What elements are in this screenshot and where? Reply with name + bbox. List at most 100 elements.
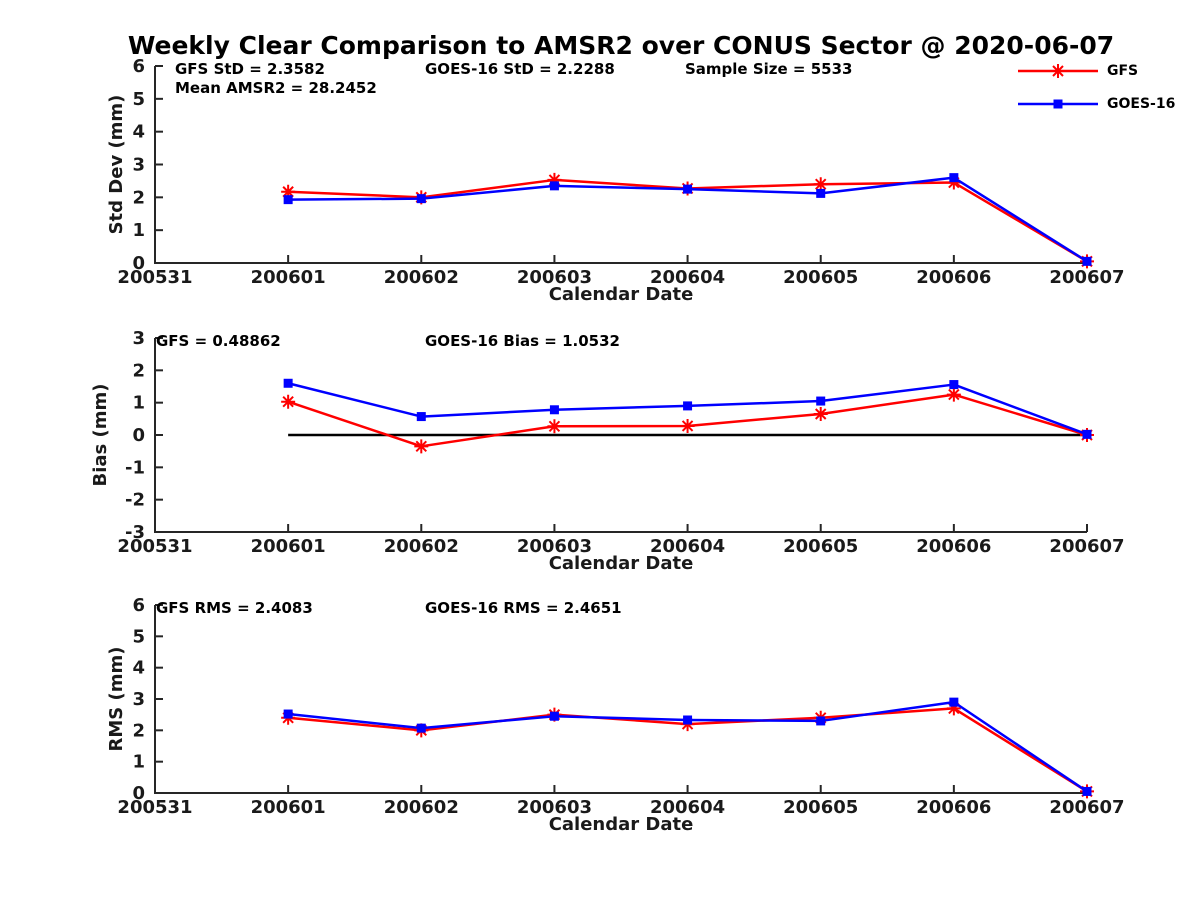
data-point-square-icon: [283, 709, 293, 719]
legend-entry-goes16: GOES-16: [1016, 94, 1175, 114]
data-point-asterisk-icon: [946, 175, 961, 190]
x-tick-label: 200607: [1049, 267, 1124, 288]
data-point-asterisk-icon: [946, 387, 961, 402]
x-tick-label: 200531: [117, 797, 192, 818]
x-tick-label: 200607: [1049, 797, 1124, 818]
x-axis-label: Calendar Date: [549, 553, 694, 574]
stat-annotation: Mean AMSR2 = 28.2452: [175, 79, 377, 97]
stat-annotation: GFS StD = 2.3582: [175, 60, 325, 78]
legend-entry-gfs: GFS: [1016, 61, 1175, 81]
x-tick-label: 200531: [117, 536, 192, 557]
data-point-square-icon: [549, 405, 559, 415]
stat-annotation: GOES-16 RMS = 2.4651: [425, 599, 622, 617]
axes-frame: [154, 605, 1087, 794]
y-tick-label: 3: [132, 689, 145, 710]
subplot-rms: 0 1 2 3 4 5 6 200531 200601 200602 200603 200604 200…: [106, 595, 1125, 835]
goes16-line-square-icon: [1018, 99, 1098, 109]
y-tick-label: 5: [132, 89, 145, 110]
data-point-square-icon: [549, 181, 559, 191]
x-tick-label: 200605: [783, 797, 858, 818]
subplot-std-dev: 0 1 2 3 4 5 6 200531 200601 200602 200603 200604 200…: [106, 56, 1125, 305]
data-point-square-icon: [416, 723, 426, 733]
x-tick-label: 200606: [916, 797, 991, 818]
y-tick-label: 1: [132, 393, 145, 414]
y-tick-label: 0: [132, 783, 145, 804]
data-point-square-icon: [549, 711, 559, 721]
x-tick-label: 200601: [251, 797, 326, 818]
data-point-square-icon: [949, 697, 959, 707]
y-tick-label: 2: [132, 187, 145, 208]
y-tick-label: 6: [132, 595, 145, 616]
x-axis-label: Calendar Date: [549, 284, 694, 305]
x-tick-label: 200605: [783, 267, 858, 288]
data-point-square-icon: [816, 188, 826, 198]
data-point-square-icon: [1082, 256, 1092, 266]
x-tick-label: 200603: [517, 267, 592, 288]
data-point-asterisk-icon: [680, 418, 695, 433]
y-axis-label: Std Dev (mm): [106, 95, 127, 235]
y-axis-label: Bias (mm): [90, 384, 111, 487]
y-tick-label: 6: [132, 56, 145, 77]
stat-annotation: GFS RMS = 2.4083: [156, 599, 313, 617]
x-tick-label: 200531: [117, 267, 192, 288]
data-point-square-icon: [949, 173, 959, 183]
y-tick-label: 2: [132, 720, 145, 741]
y-tick-label: 0: [132, 253, 145, 274]
data-point-asterisk-icon: [946, 701, 961, 716]
y-tick-label: 1: [132, 220, 145, 241]
y-tick-label: 4: [132, 658, 145, 679]
y-tick-label: 3: [132, 155, 145, 176]
data-point-square-icon: [1082, 429, 1092, 439]
chart-title: Weekly Clear Comparison to AMSR2 over CO…: [127, 31, 1115, 60]
data-point-square-icon: [416, 194, 426, 204]
stat-annotation: Sample Size = 5533: [685, 60, 852, 78]
data-point-asterisk-icon: [281, 394, 296, 409]
data-point-square-icon: [949, 380, 959, 390]
asterisk-marker-icon: [1051, 64, 1065, 78]
x-tick-label: 200604: [650, 536, 725, 557]
x-tick-label: 200603: [517, 797, 592, 818]
y-axis-label: RMS (mm): [106, 647, 127, 752]
legend-label-goes16: GOES-16: [1107, 96, 1176, 112]
x-tick-label: 200604: [650, 267, 725, 288]
x-tick-label: 200606: [916, 536, 991, 557]
y-tick-label: -3: [125, 522, 145, 543]
x-tick-label: 200606: [916, 267, 991, 288]
data-point-asterisk-icon: [547, 172, 562, 187]
data-point-asterisk-icon: [813, 177, 828, 192]
y-tick-label: 5: [132, 626, 145, 647]
data-point-asterisk-icon: [414, 439, 429, 454]
stat-annotation: GOES-16 Bias = 1.0532: [425, 332, 620, 350]
data-point-square-icon: [683, 184, 693, 194]
x-tick-label: 200602: [384, 267, 459, 288]
y-tick-label: 1: [132, 752, 145, 773]
y-tick-label: 0: [132, 425, 145, 446]
data-point-square-icon: [816, 716, 826, 726]
x-tick-label: 200607: [1049, 536, 1124, 557]
legend: GFS GOES-16: [1016, 61, 1175, 127]
subplot-bias: -3 -2 -1 0 1 2 3 200531 200601 200602 200603 200604…: [90, 328, 1125, 574]
legend-label-gfs: GFS: [1107, 63, 1139, 79]
x-tick-label: 200604: [650, 797, 725, 818]
x-tick-label: 200601: [251, 267, 326, 288]
y-tick-label: -1: [125, 457, 145, 478]
data-point-square-icon: [283, 378, 293, 388]
stat-annotation: GFS = 0.48862: [156, 332, 281, 350]
data-point-square-icon: [416, 412, 426, 422]
x-tick-label: 200602: [384, 536, 459, 557]
x-tick-label: 200602: [384, 797, 459, 818]
y-tick-label: 4: [132, 122, 145, 143]
x-tick-label: 200601: [251, 536, 326, 557]
y-tick-label: -2: [125, 490, 145, 511]
x-axis-label: Calendar Date: [549, 814, 694, 835]
data-point-square-icon: [816, 396, 826, 406]
data-point-square-icon: [683, 401, 693, 411]
data-point-square-icon: [683, 715, 693, 725]
gfs-line-asterisk-icon: [1018, 64, 1098, 78]
x-tick-label: 200603: [517, 536, 592, 557]
data-point-asterisk-icon: [813, 406, 828, 421]
data-point-square-icon: [1082, 786, 1092, 796]
square-marker-icon: [1053, 99, 1063, 109]
